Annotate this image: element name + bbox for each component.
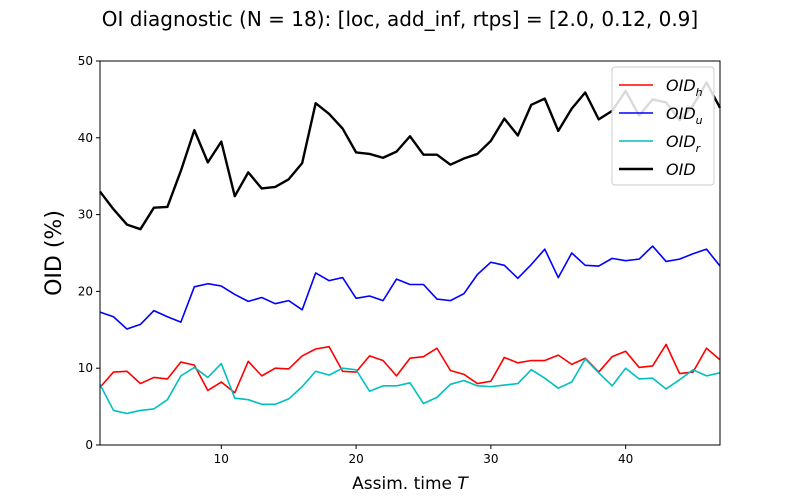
y-tick-label: 10 <box>78 361 93 375</box>
legend-label-name: OID <box>666 104 696 123</box>
x-tick-label: 10 <box>214 452 229 466</box>
legend-frame <box>611 66 715 186</box>
legend-label-subscript: u <box>696 114 703 127</box>
legend-label-oid-r: OIDr <box>666 132 702 155</box>
axes-border <box>99 60 721 446</box>
legend-label-name: OID <box>666 160 696 179</box>
chart-title: OI diagnostic (N = 18): [loc, add_inf, r… <box>102 7 698 31</box>
y-tick-label: 20 <box>78 284 93 298</box>
x-axis-label-text: Assim. time <box>352 474 452 494</box>
series-line-oid-r <box>99 358 721 415</box>
x-axis-label-variable: T <box>457 474 469 494</box>
legend-label-subscript: h <box>696 86 703 99</box>
legend-label-name: OID <box>666 76 696 95</box>
y-tick-label: 30 <box>78 208 93 222</box>
y-axis-label: OID (%) <box>42 210 67 296</box>
x-axis-ticks: 10 20 30 40 <box>214 445 633 466</box>
series-line-oid-h <box>99 343 721 394</box>
legend-label-name: OID <box>666 132 696 151</box>
y-tick-label: 0 <box>85 438 93 452</box>
y-tick-label: 40 <box>78 131 93 145</box>
legend-label-oid-u: OIDu <box>666 104 703 127</box>
y-tick-label: 50 <box>78 54 93 68</box>
series-line-oid-u <box>99 245 721 330</box>
x-axis-label: Assim. time T <box>352 474 469 494</box>
x-tick-label: 20 <box>348 452 363 466</box>
x-tick-label: 40 <box>618 452 633 466</box>
legend-label-oid: OID <box>666 160 696 179</box>
legend-label-oid-h: OIDh <box>666 76 703 99</box>
legend-label-subscript: r <box>696 142 702 155</box>
y-axis-ticks: 0 10 20 30 40 50 <box>78 54 100 452</box>
x-tick-label: 30 <box>483 452 498 466</box>
